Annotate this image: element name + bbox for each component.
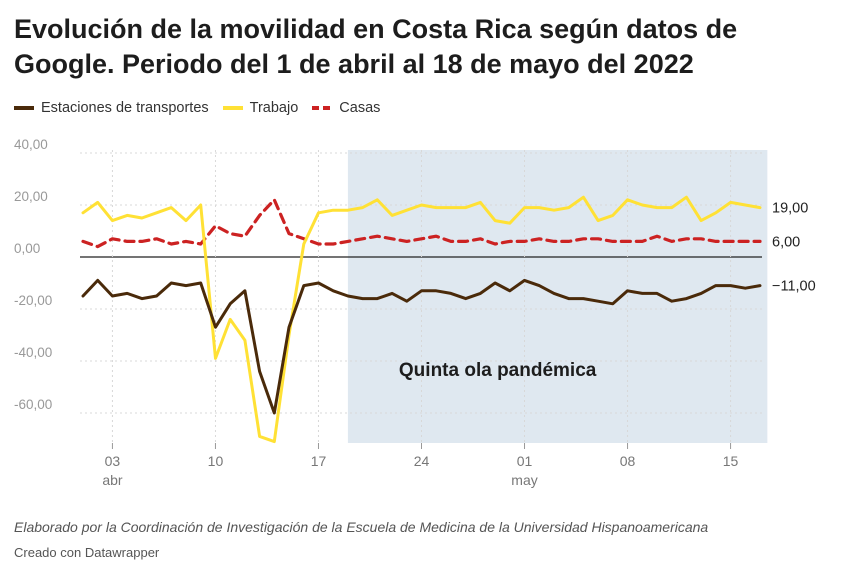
y-tick-label: -40,00 [14, 345, 52, 360]
series-line-casas [81, 198, 762, 249]
x-tick-sublabel: abr [102, 472, 123, 488]
x-tick-label: 01 [517, 453, 533, 469]
legend: Estaciones de transportes Trabajo Casas [14, 100, 394, 116]
series-line-estaciones-de-transportes [81, 278, 762, 415]
chart-title: Evolución de la movilidad en Costa Rica … [14, 14, 738, 79]
footer-credit: Creado con Datawrapper [14, 545, 160, 560]
series-line-trabajo [81, 195, 762, 444]
legend-label-estaciones: Estaciones de transportes [41, 100, 209, 116]
legend-item-trabajo: Trabajo [222, 100, 299, 116]
x-tick-sublabel: may [511, 472, 537, 488]
highlight-region [347, 150, 768, 443]
highlight-region-label: Quinta ola pandémica [399, 360, 597, 381]
x-tick-label: 08 [620, 453, 636, 469]
series-end-label: 6,00 [772, 234, 800, 250]
y-tick-label: -20,00 [14, 293, 52, 308]
legend-swatch-casas [312, 106, 333, 110]
y-tick-label: 20,00 [14, 189, 48, 204]
y-tick-label: 40,00 [14, 137, 48, 152]
line-chart: 40,00 20,00 0,00 -20,00 -40,00 -60,00 03 abr 10 1… [14, 137, 816, 488]
y-tick-label: -60,00 [14, 397, 52, 412]
legend-swatch-estaciones [14, 106, 34, 110]
x-tick-label: 03 [105, 453, 121, 469]
x-tick-label: 17 [311, 453, 327, 469]
x-tick-label: 10 [208, 453, 224, 469]
legend-label-trabajo: Trabajo [249, 100, 299, 116]
legend-item-estaciones: Estaciones de transportes [14, 100, 209, 116]
legend-item-casas: Casas [312, 100, 380, 116]
y-tick-label: 0,00 [14, 241, 40, 256]
legend-label-casas: Casas [339, 100, 381, 116]
legend-swatch-trabajo [222, 106, 243, 110]
x-tick-label: 24 [414, 453, 430, 469]
series-end-label: −11,00 [772, 279, 816, 295]
footer-note: Elaborado por la Coordinación de Investi… [14, 519, 709, 535]
series-end-label: 19,00 [772, 201, 808, 217]
x-tick-label: 15 [723, 453, 739, 469]
